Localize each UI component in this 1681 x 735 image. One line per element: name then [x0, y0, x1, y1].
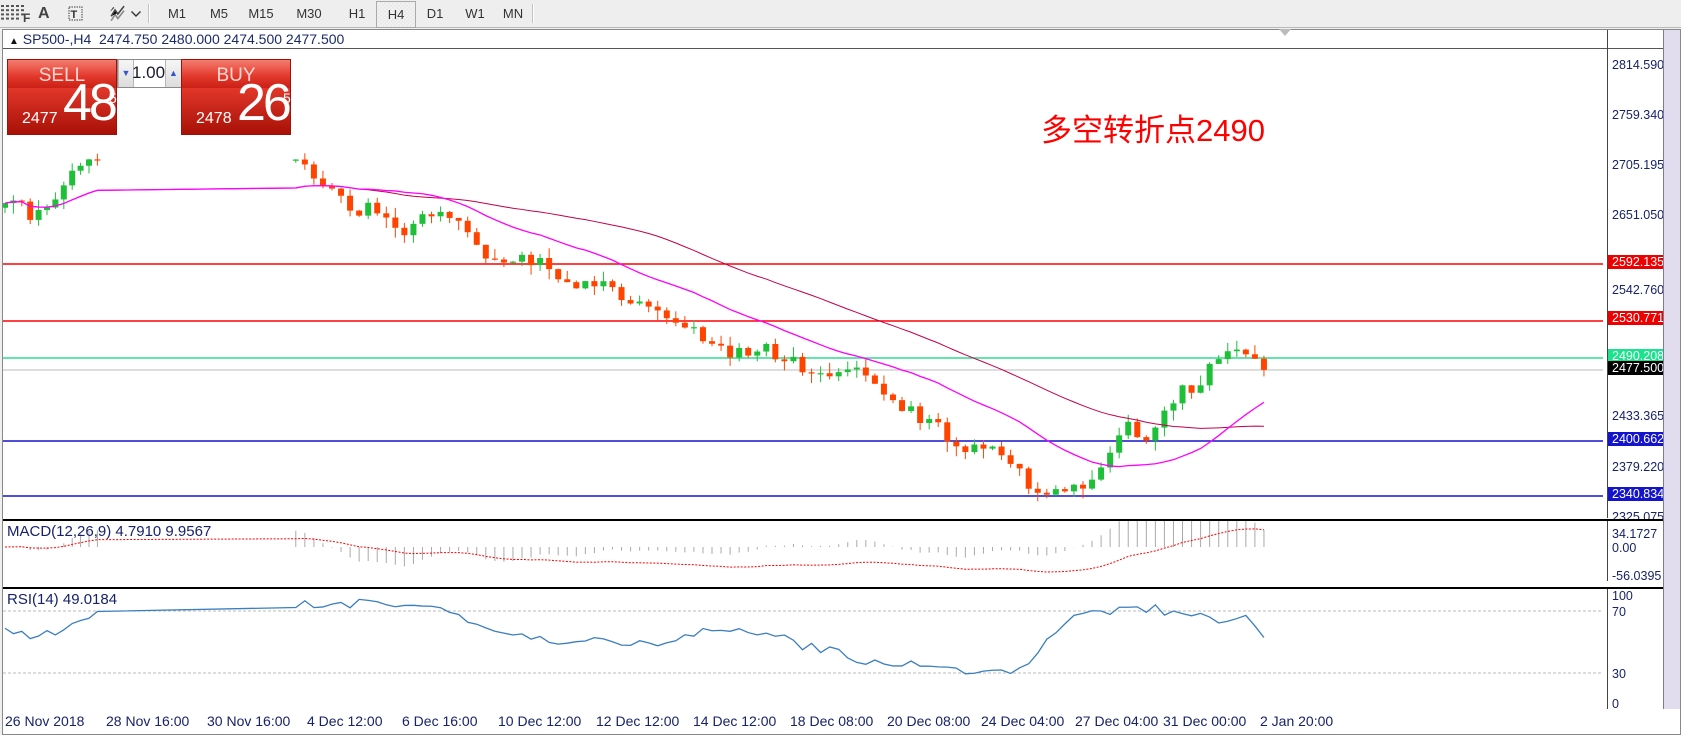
- svg-text:T: T: [71, 9, 78, 21]
